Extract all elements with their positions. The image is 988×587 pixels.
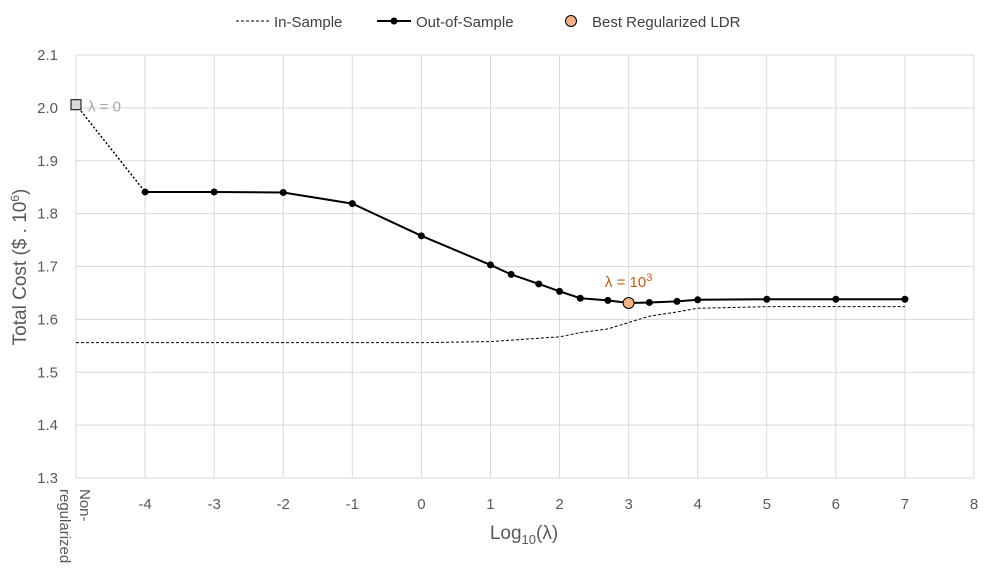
nonregularized-label: λ = 0 xyxy=(88,99,121,116)
out-of-sample-point xyxy=(279,188,287,196)
out-of-sample-point xyxy=(832,295,840,303)
legend-out-of-sample-marker xyxy=(390,17,398,25)
best-regularized-point xyxy=(622,296,635,309)
y-axis-title-main: Total Cost ($ . 10 xyxy=(10,202,31,346)
out-of-sample-point xyxy=(486,261,494,269)
best-regularized-label: λ = 103 xyxy=(605,272,652,291)
x-tick-label-nonregularized: Non-regularized xyxy=(56,489,93,563)
x-tick-label: 6 xyxy=(832,496,840,513)
legend-best-ldr-marker xyxy=(565,15,577,27)
y-tick-label: 1.5 xyxy=(37,364,58,381)
out-of-sample-point xyxy=(576,294,584,302)
out-of-sample-point xyxy=(673,297,681,305)
y-tick-label: 1.7 xyxy=(37,259,58,276)
series-out-of-sample xyxy=(141,188,909,307)
x-axis-title-main: Log xyxy=(490,523,522,544)
nonregularized-point xyxy=(70,99,82,111)
out-of-sample-point xyxy=(210,188,218,196)
y-tick-labels: 1.3 1.4 1.5 1.6 1.7 1.8 1.9 2.0 2.1 xyxy=(37,47,58,487)
x-tick-label: 7 xyxy=(901,496,909,513)
x-axis-title: Log10(λ) xyxy=(490,523,558,547)
out-of-sample-point xyxy=(645,298,653,306)
best-regularized-label-main: λ = 10 xyxy=(605,274,646,291)
nonregularized-connector-line xyxy=(75,104,146,193)
x-axis-title-suffix: (λ) xyxy=(536,523,558,544)
out-of-sample-point xyxy=(535,280,543,288)
annotations: λ = 0 λ = 103 xyxy=(70,99,652,309)
x-tick-label: 1 xyxy=(486,496,494,513)
y-axis-title-suffix: ) xyxy=(10,189,31,195)
x-tick-label: 8 xyxy=(970,496,978,513)
y-tick-label: 1.3 xyxy=(37,470,58,487)
y-tick-label: 1.8 xyxy=(37,206,58,223)
out-of-sample-point xyxy=(507,270,515,278)
x-tick-label: -4 xyxy=(138,496,151,513)
grid xyxy=(75,54,975,479)
x-tick-label-line: Non- xyxy=(76,489,93,522)
out-of-sample-point xyxy=(556,287,564,295)
x-tick-label: 0 xyxy=(417,496,425,513)
nonregularized-connector xyxy=(75,104,146,193)
y-tick-label: 1.6 xyxy=(37,311,58,328)
x-tick-label: -1 xyxy=(346,496,359,513)
x-tick-label: 3 xyxy=(624,496,632,513)
out-of-sample-point xyxy=(348,200,356,208)
out-of-sample-point xyxy=(604,296,612,304)
out-of-sample-point xyxy=(417,232,425,240)
x-tick-label: 2 xyxy=(555,496,563,513)
y-tick-label: 2.1 xyxy=(37,47,58,64)
x-tick-label: -2 xyxy=(277,496,290,513)
x-tick-label-line: regularized xyxy=(56,489,73,563)
x-axis-title-subscript: 10 xyxy=(522,532,536,547)
best-regularized-label-superscript: 3 xyxy=(646,272,652,284)
y-axis-title-superscript: 6 xyxy=(8,195,22,202)
x-tick-label: -3 xyxy=(207,496,220,513)
y-axis-title: Total Cost ($ . 106) xyxy=(8,189,31,346)
legend: In-Sample Out-of-Sample Best Regularized… xyxy=(236,14,741,31)
out-of-sample-point xyxy=(901,295,909,303)
legend-in-sample-label: In-Sample xyxy=(274,14,342,31)
out-of-sample-point xyxy=(141,188,149,196)
x-tick-labels: -4 -3 -2 -1 0 1 2 3 4 5 6 7 8 Non-regularized xyxy=(56,489,978,563)
x-tick-label: 4 xyxy=(694,496,702,513)
y-tick-label: 1.4 xyxy=(37,417,58,434)
y-tick-label: 2.0 xyxy=(37,100,58,117)
y-tick-label: 1.9 xyxy=(37,153,58,170)
legend-best-ldr-label: Best Regularized LDR xyxy=(592,14,741,31)
out-of-sample-point xyxy=(694,296,702,304)
x-tick-label: 5 xyxy=(763,496,771,513)
out-of-sample-point xyxy=(763,295,771,303)
out-of-sample-line xyxy=(145,190,905,304)
legend-out-of-sample-label: Out-of-Sample xyxy=(416,14,514,31)
